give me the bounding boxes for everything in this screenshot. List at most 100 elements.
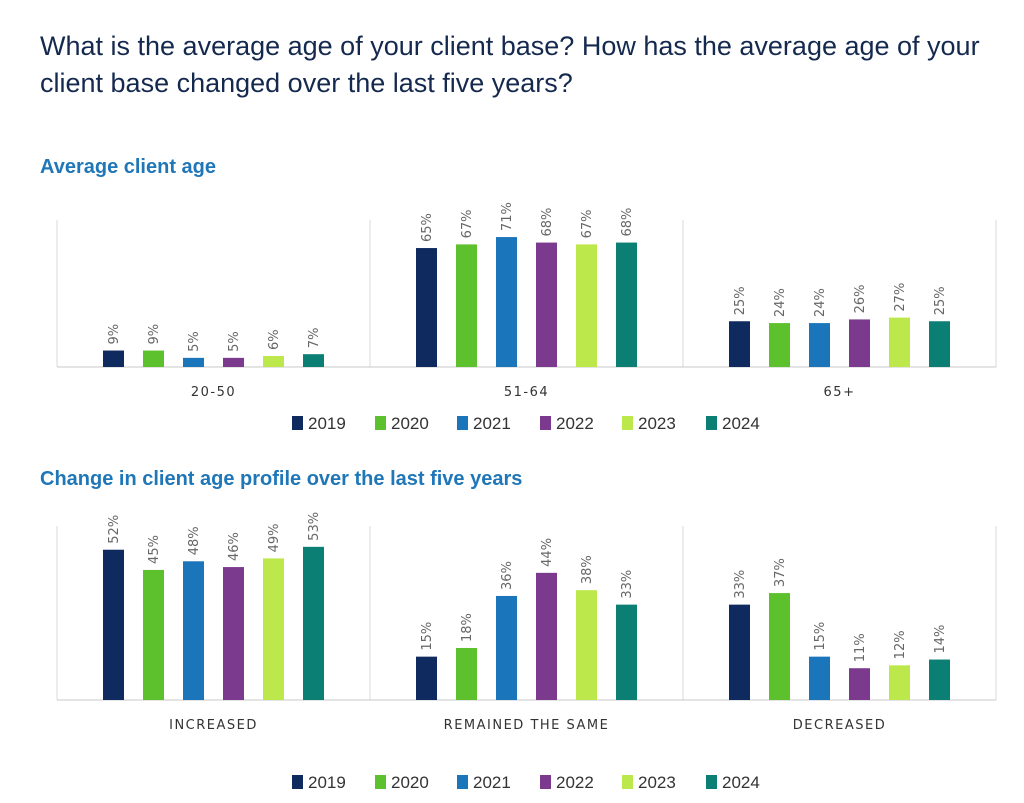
data-label-remained-the-same-2022: 44% [540,538,555,567]
bar-20-50-2021 [183,357,204,367]
bar-increased-2022 [223,567,244,700]
bar-51-64-2023 [576,244,597,367]
legend-label-2024: 2024 [722,773,760,792]
bar-51-64-2019 [416,248,437,367]
data-label-20-50-2019: 9% [107,324,122,345]
data-label-increased-2019: 52% [107,515,122,544]
data-label-20-50-2024: 7% [307,328,322,349]
bar-decreased-2022 [849,668,870,700]
legend-swatch-2020 [375,775,386,789]
legend-label-2019: 2019 [308,414,346,433]
chart-title-average-client-age: Average client age [40,156,217,178]
legend-swatch-2022 [540,416,551,430]
legend-swatch-2019 [292,416,303,430]
bar-51-64-2021 [496,237,517,367]
category-label-increased: INCREASED [169,718,258,733]
data-label-decreased-2024: 14% [933,625,948,654]
legend-swatch-2024 [706,416,717,430]
bar-increased-2021 [183,561,204,700]
data-label-increased-2024: 53% [307,512,322,541]
legend-label-2020: 2020 [391,414,429,433]
bar-65-2023 [889,317,910,367]
legend-swatch-2021 [457,775,468,789]
bar-increased-2019 [103,549,124,700]
category-label-decreased: DECREASED [793,718,886,733]
legend-label-2020: 2020 [391,773,429,792]
category-label-20-50: 20-50 [191,385,236,400]
data-label-65-2019: 25% [733,286,748,315]
data-label-remained-the-same-2024: 33% [620,570,635,599]
data-label-20-50-2021: 5% [187,331,202,352]
data-label-51-64-2023: 67% [580,209,595,238]
bar-20-50-2024 [303,354,324,367]
bar-20-50-2019 [103,350,124,367]
data-label-20-50-2022: 5% [227,331,242,352]
bar-20-50-2023 [263,356,284,367]
legend-label-2021: 2021 [473,773,511,792]
data-label-increased-2023: 49% [267,523,282,552]
data-label-remained-the-same-2023: 38% [580,555,595,584]
data-label-decreased-2020: 37% [773,558,788,587]
bar-decreased-2023 [889,665,910,700]
bar-65-2022 [849,319,870,367]
bar-51-64-2022 [536,242,557,367]
legend-label-2019: 2019 [308,773,346,792]
data-label-51-64-2019: 65% [420,213,435,242]
data-label-65-2022: 26% [853,285,868,314]
data-label-51-64-2021: 71% [500,202,515,231]
legend-label-2022: 2022 [556,773,594,792]
bar-51-64-2024 [616,242,637,367]
bar-65-2021 [809,323,830,367]
average-client-age-chart: 9% 9% 5% 5% 6% 7% 20-50 65% 67% 71% 68% 67% 68% 51-64… [56,202,997,433]
data-label-decreased-2022: 11% [853,633,868,662]
bar-decreased-2020 [769,593,790,700]
data-label-65-2021: 24% [813,288,828,317]
bar-65-2020 [769,323,790,367]
data-label-65-2020: 24% [773,288,788,317]
bar-65-2024 [929,321,950,367]
legend-label-2021: 2021 [473,414,511,433]
bar-decreased-2021 [809,656,830,700]
data-label-remained-the-same-2021: 36% [500,561,515,590]
bar-remained-the-same-2019 [416,656,437,700]
legend-swatch-2020 [375,416,386,430]
bar-increased-2024 [303,546,324,700]
bar-remained-the-same-2020 [456,647,477,700]
data-label-decreased-2021: 15% [813,622,828,651]
legend-swatch-2021 [457,416,468,430]
bar-increased-2020 [143,569,164,700]
data-label-remained-the-same-2019: 15% [420,622,435,651]
legend-swatch-2023 [622,416,633,430]
data-label-decreased-2019: 33% [733,570,748,599]
data-label-51-64-2020: 67% [460,209,475,238]
bar-20-50-2020 [143,350,164,367]
legend-swatch-2024 [706,775,717,789]
bar-remained-the-same-2023 [576,590,597,700]
data-label-20-50-2020: 9% [147,324,162,345]
data-label-decreased-2023: 12% [893,630,908,659]
change-in-age-profile-chart: 52% 45% 48% 46% 49% 53% INCREASED 15% 18% 36% 44% 3… [56,512,997,792]
bar-increased-2023 [263,558,284,700]
bar-remained-the-same-2024 [616,604,637,700]
bar-20-50-2022 [223,357,244,367]
category-label-65: 65+ [824,385,856,400]
chart-title-change-in-age-profile: Change in client age profile over the la… [40,468,523,490]
bar-65-2019 [729,321,750,367]
data-label-51-64-2022: 68% [540,208,555,237]
bar-decreased-2019 [729,604,750,700]
bar-remained-the-same-2021 [496,595,517,700]
data-label-65-2024: 25% [933,286,948,315]
data-label-remained-the-same-2020: 18% [460,613,475,642]
legend-label-2024: 2024 [722,414,760,433]
legend-label-2023: 2023 [638,773,676,792]
legend-swatch-2022 [540,775,551,789]
bar-remained-the-same-2022 [536,572,557,700]
category-label-remained-the-same: REMAINED THE SAME [444,718,610,733]
bar-decreased-2024 [929,659,950,700]
data-label-increased-2022: 46% [227,532,242,561]
bar-51-64-2020 [456,244,477,367]
data-label-increased-2021: 48% [187,526,202,555]
legend-label-2022: 2022 [556,414,594,433]
data-label-65-2023: 27% [893,283,908,312]
legend-label-2023: 2023 [638,414,676,433]
